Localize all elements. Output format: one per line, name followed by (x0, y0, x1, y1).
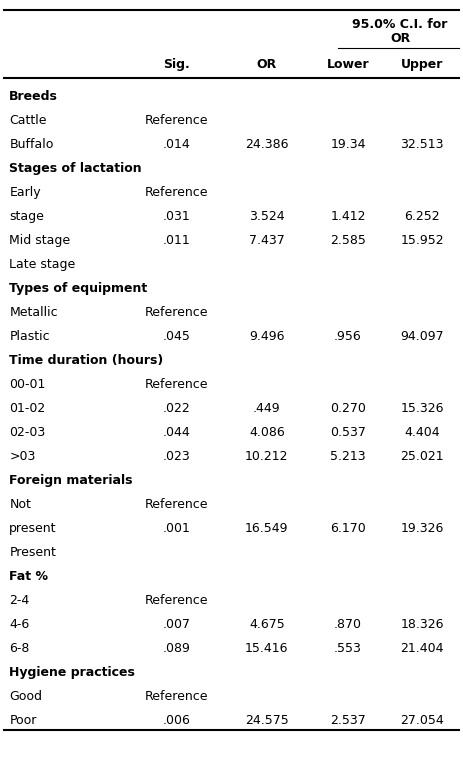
Text: 02-03: 02-03 (9, 426, 45, 439)
Text: 15.326: 15.326 (400, 402, 443, 415)
Text: present: present (9, 522, 56, 535)
Text: 7.437: 7.437 (248, 234, 284, 247)
Text: Mid stage: Mid stage (9, 234, 70, 247)
Text: Plastic: Plastic (9, 330, 50, 344)
Text: 27.054: 27.054 (400, 714, 443, 727)
Text: 2.537: 2.537 (329, 714, 365, 727)
Text: .023: .023 (162, 450, 190, 463)
Text: Late stage: Late stage (9, 258, 75, 271)
Text: OR: OR (389, 32, 409, 45)
Text: Early: Early (9, 186, 41, 199)
Text: Metallic: Metallic (9, 306, 58, 319)
Text: stage: stage (9, 211, 44, 223)
Text: Time duration (hours): Time duration (hours) (9, 354, 163, 367)
Text: 24.575: 24.575 (244, 714, 288, 727)
Text: .089: .089 (162, 642, 190, 655)
Text: Good: Good (9, 690, 42, 703)
Text: 1.412: 1.412 (330, 211, 365, 223)
Text: Reference: Reference (144, 690, 207, 703)
Text: 19.34: 19.34 (330, 138, 365, 151)
Text: Sig.: Sig. (163, 58, 189, 71)
Text: Reference: Reference (144, 114, 207, 127)
Text: Present: Present (9, 546, 56, 559)
Text: 2-4: 2-4 (9, 594, 30, 607)
Text: .870: .870 (333, 618, 361, 632)
Text: Reference: Reference (144, 186, 207, 199)
Text: >03: >03 (9, 450, 36, 463)
Text: .011: .011 (162, 234, 190, 247)
Text: 4.404: 4.404 (404, 426, 439, 439)
Text: Breeds: Breeds (9, 90, 58, 103)
Text: .001: .001 (162, 522, 190, 535)
Text: Reference: Reference (144, 594, 207, 607)
Text: .014: .014 (162, 138, 190, 151)
Text: .022: .022 (162, 402, 190, 415)
Text: 94.097: 94.097 (400, 330, 443, 344)
Text: OR: OR (256, 58, 276, 71)
Text: .031: .031 (162, 211, 190, 223)
Text: Buffalo: Buffalo (9, 138, 54, 151)
Text: Reference: Reference (144, 306, 207, 319)
Text: 16.549: 16.549 (244, 522, 288, 535)
Text: 2.585: 2.585 (329, 234, 365, 247)
Text: 0.270: 0.270 (329, 402, 365, 415)
Text: .553: .553 (333, 642, 361, 655)
Text: 15.416: 15.416 (244, 642, 288, 655)
Text: 24.386: 24.386 (244, 138, 288, 151)
Text: 5.213: 5.213 (330, 450, 365, 463)
Text: .007: .007 (162, 618, 190, 632)
Text: 4.086: 4.086 (248, 426, 284, 439)
Text: Not: Not (9, 499, 31, 511)
Text: .449: .449 (252, 402, 280, 415)
Text: 9.496: 9.496 (249, 330, 284, 344)
Text: Lower: Lower (326, 58, 369, 71)
Text: Upper: Upper (400, 58, 443, 71)
Text: 0.537: 0.537 (329, 426, 365, 439)
Text: 95.0% C.I. for: 95.0% C.I. for (352, 18, 447, 31)
Text: Reference: Reference (144, 378, 207, 391)
Text: 6-8: 6-8 (9, 642, 30, 655)
Text: 19.326: 19.326 (400, 522, 443, 535)
Text: Foreign materials: Foreign materials (9, 474, 132, 487)
Text: 32.513: 32.513 (400, 138, 443, 151)
Text: 3.524: 3.524 (249, 211, 284, 223)
Text: .044: .044 (162, 426, 190, 439)
Text: 6.252: 6.252 (404, 211, 439, 223)
Text: .006: .006 (162, 714, 190, 727)
Text: 01-02: 01-02 (9, 402, 45, 415)
Text: 00-01: 00-01 (9, 378, 45, 391)
Text: Cattle: Cattle (9, 114, 47, 127)
Text: Stages of lactation: Stages of lactation (9, 162, 142, 176)
Text: Fat %: Fat % (9, 570, 48, 583)
Text: 6.170: 6.170 (329, 522, 365, 535)
Text: 21.404: 21.404 (400, 642, 443, 655)
Text: 25.021: 25.021 (400, 450, 443, 463)
Text: .956: .956 (333, 330, 361, 344)
Text: 15.952: 15.952 (400, 234, 443, 247)
Text: 10.212: 10.212 (244, 450, 288, 463)
Text: 18.326: 18.326 (400, 618, 443, 632)
Text: 4.675: 4.675 (248, 618, 284, 632)
Text: Poor: Poor (9, 714, 37, 727)
Text: .045: .045 (162, 330, 190, 344)
Text: Reference: Reference (144, 499, 207, 511)
Text: Hygiene practices: Hygiene practices (9, 667, 135, 679)
Text: Types of equipment: Types of equipment (9, 282, 147, 295)
Text: 4-6: 4-6 (9, 618, 30, 632)
